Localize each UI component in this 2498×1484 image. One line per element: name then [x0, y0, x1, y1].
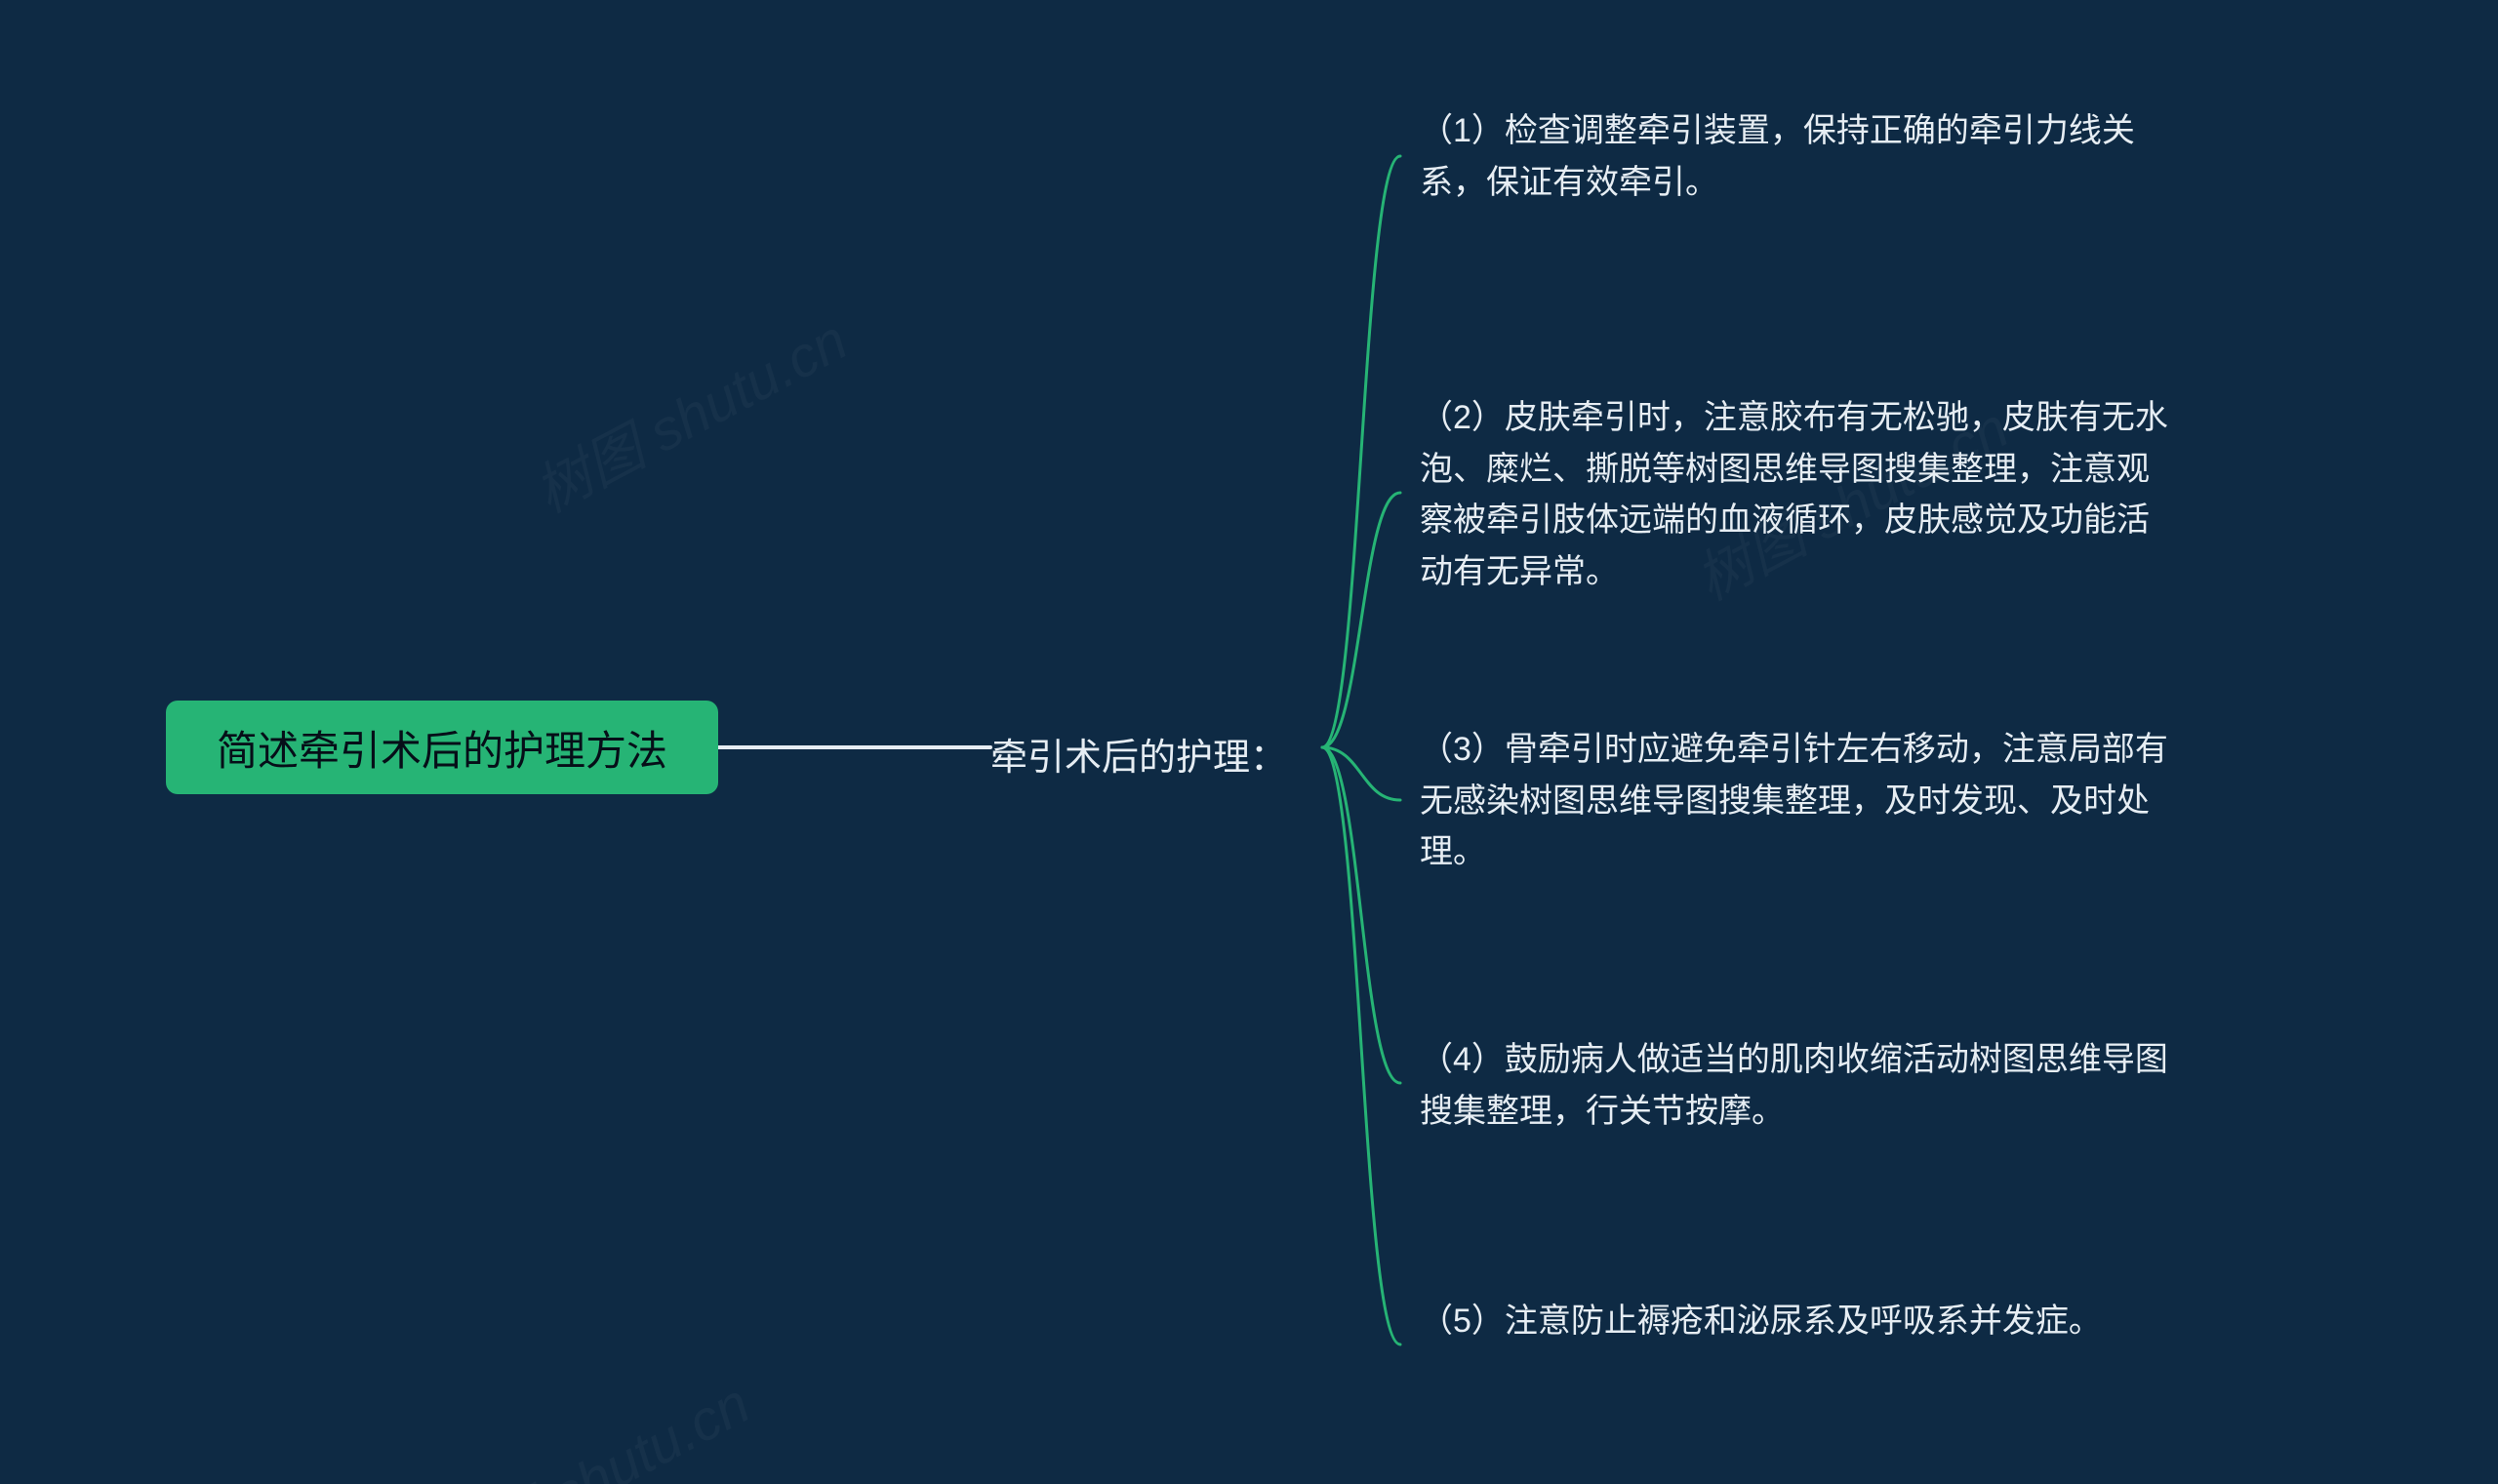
root-node: 简述牵引术后的护理方法	[166, 701, 718, 794]
leaf-node-2: （2）皮肤牵引时，注意胶布有无松驰，皮肤有无水泡、糜烂、撕脱等树图思维导图搜集整…	[1420, 392, 2181, 598]
leaf-node-5: （5）注意防止褥疮和泌尿系及呼吸系并发症。	[1420, 1296, 2181, 1347]
leaf-node-4: （4）鼓励病人做适当的肌肉收缩活动树图思维导图搜集整理，行关节按摩。	[1420, 1034, 2181, 1137]
level1-node: 牵引术后的护理：	[990, 727, 1287, 781]
leaf-node-3: （3）骨牵引时应避免牵引针左右移动，注意局部有无感染树图思维导图搜集整理，及时发…	[1420, 724, 2181, 878]
watermark: 树图 shutu.cn	[518, 295, 860, 528]
leaf-node-1: （1）检查调整牵引装置，保持正确的牵引力线关系，保证有效牵引。	[1420, 105, 2181, 208]
watermark: 树图 shutu.cn	[421, 1358, 762, 1484]
